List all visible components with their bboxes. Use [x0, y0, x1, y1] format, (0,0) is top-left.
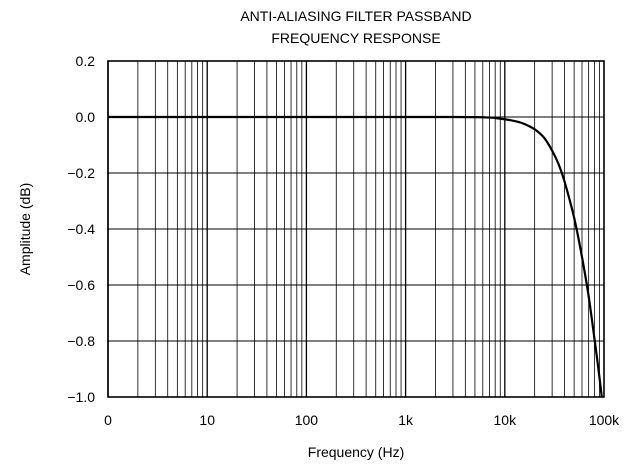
chart-title-line-2: FREQUENCY RESPONSE	[271, 30, 440, 46]
y-tick-label: −0.6	[67, 277, 95, 293]
x-tick-label: 100k	[589, 412, 620, 428]
y-tick-labels: 0.2 0.0 −0.2 −0.4 −0.6 −0.8 −1.0	[67, 53, 95, 405]
y-tick-label: −1.0	[67, 389, 95, 405]
chart-title-line-1: ANTI-ALIASING FILTER PASSBAND	[240, 8, 471, 24]
x-tick-label: 10k	[494, 412, 518, 428]
x-tick-label: 10	[199, 412, 215, 428]
x-tick-label: 0	[104, 412, 112, 428]
grid	[107, 60, 604, 398]
series-layer	[108, 115, 603, 398]
y-tick-label: 0.2	[76, 53, 96, 69]
x-axis-label: Frequency (Hz)	[308, 444, 404, 460]
y-axis-label: Amplitude (dB)	[17, 183, 33, 276]
x-tick-label: 1k	[398, 412, 414, 428]
y-tick-label: −0.4	[67, 221, 95, 237]
y-tick-label: 0.0	[76, 109, 96, 125]
x-tick-label: 100	[295, 412, 319, 428]
y-tick-label: −0.8	[67, 333, 95, 349]
plot-frame	[107, 60, 605, 398]
y-tick-label: −0.2	[67, 165, 95, 181]
series-line	[108, 115, 603, 398]
x-tick-labels: 0 10 100 1k 10k 100k	[104, 412, 620, 428]
